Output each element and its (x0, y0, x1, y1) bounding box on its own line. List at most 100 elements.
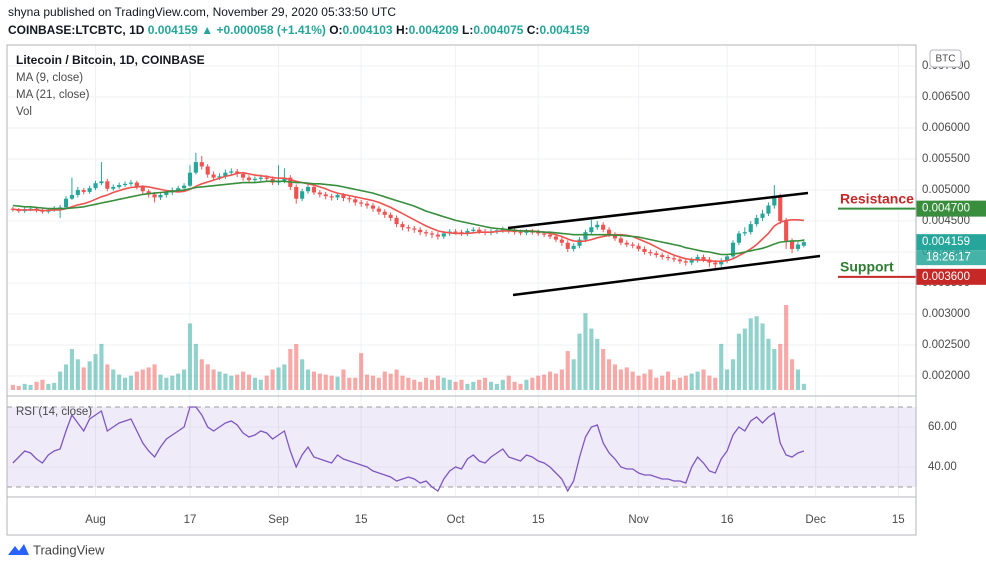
candle-body (577, 239, 582, 246)
volume-bar (695, 371, 700, 390)
volume-bar (518, 383, 523, 390)
volume-bar (459, 379, 464, 390)
volume-bar (524, 379, 529, 390)
volume-bar (270, 369, 275, 390)
price-badge-label: 0.003600 (922, 271, 970, 283)
volume-bar (264, 375, 269, 390)
legend-volume: Vol (16, 106, 32, 118)
volume-bar (40, 379, 45, 390)
volume-bar (418, 381, 423, 390)
volume-bar (128, 375, 134, 390)
volume-bar (488, 381, 494, 390)
volume-bar (394, 369, 399, 390)
candle-body (642, 248, 647, 253)
y-tick-label: 0.003000 (922, 308, 970, 320)
volume-bar (353, 377, 358, 390)
candle-body (294, 186, 299, 199)
countdown-badge (916, 250, 986, 266)
volume-bar (725, 369, 730, 390)
price-badge-label: 0.004159 (922, 236, 970, 248)
volume-bar (246, 374, 252, 390)
channel-upper (507, 191, 809, 230)
candle-body (140, 186, 145, 192)
candle-body (660, 255, 665, 257)
candle-body (736, 233, 741, 243)
channel-lower (512, 254, 821, 297)
volume-bar (553, 373, 559, 390)
candle-body (258, 177, 263, 179)
rsi-tick-label: 60.00 (928, 421, 957, 433)
publisher-line: shyna published on TradingView.com, Nove… (8, 5, 396, 19)
volume-bar (99, 343, 104, 390)
rsi-title: RSI (14, close) (16, 406, 92, 418)
volume-bar (671, 379, 677, 390)
volume-bar (689, 373, 694, 390)
volume-bar (81, 367, 86, 390)
volume-bar (105, 364, 110, 390)
x-tick-label: Sep (268, 514, 288, 526)
candle-body (624, 242, 629, 245)
volume-bar (199, 359, 204, 390)
overlay: Aug17Sep15Oct15Nov16Dec150.0070000.00650… (85, 60, 986, 526)
volume-bar (305, 369, 311, 390)
candle-body (742, 232, 747, 234)
candle-body (589, 227, 594, 233)
footer-logo (8, 544, 29, 555)
candle-body (429, 233, 435, 235)
candle-body (553, 236, 559, 240)
volume-bar (465, 383, 470, 390)
candle-body (725, 256, 730, 261)
level-label: Resistance (840, 190, 914, 206)
candle-body (636, 245, 641, 249)
volume-bar (483, 377, 488, 390)
candle-body (199, 162, 204, 167)
volume-bar (46, 383, 51, 390)
volume-bar (258, 379, 263, 390)
volume-bar (323, 374, 328, 390)
volume-bar (388, 373, 393, 390)
ohlc-label: H: (396, 23, 409, 37)
volume-bar (760, 323, 765, 390)
candle-body (465, 230, 470, 234)
candle-body (335, 194, 340, 198)
y-tick-label: 0.005500 (922, 153, 970, 165)
volume-bar (506, 375, 511, 390)
volume-bar (536, 375, 541, 390)
y-tick-label: 0.004500 (922, 215, 970, 227)
candle-body (471, 229, 476, 231)
volume-bar (288, 349, 293, 390)
volume-bar (630, 371, 635, 390)
x-tick-label: Oct (447, 514, 466, 526)
candle-body (654, 253, 659, 256)
y-tick-label: 0.005000 (922, 184, 970, 196)
price-badge (916, 268, 986, 285)
candle-body (400, 224, 405, 228)
price-badge-label: 0.004700 (922, 203, 970, 215)
y-tick-label: 0.002500 (922, 339, 970, 351)
volume-bar (117, 374, 122, 390)
volume-bar (22, 383, 27, 390)
candle-body (182, 185, 187, 189)
candle-body (547, 234, 553, 237)
candle-body (128, 182, 134, 184)
volume-bar (223, 373, 228, 390)
y-tick-label: 0.002000 (922, 370, 970, 382)
chart-frame (6, 44, 917, 536)
symbol-line: COINBASE:LTCBTC, 1D 0.004159 ▲ +0.000058… (8, 23, 590, 37)
volume-bar (542, 374, 547, 390)
volume-bar (335, 376, 340, 390)
candle-body (122, 183, 128, 186)
volume-bar (176, 373, 181, 390)
currency: BTC (936, 54, 956, 65)
candle-body (477, 229, 482, 232)
volume-bar (618, 369, 623, 390)
candle-body (63, 198, 69, 208)
plot-area (7, 45, 916, 497)
volume-bar (146, 367, 151, 390)
volume-bar (447, 379, 452, 390)
volume-bar (701, 369, 706, 390)
volume-bar (69, 349, 74, 390)
rsi-line (12, 406, 805, 493)
candle-body (766, 205, 771, 214)
